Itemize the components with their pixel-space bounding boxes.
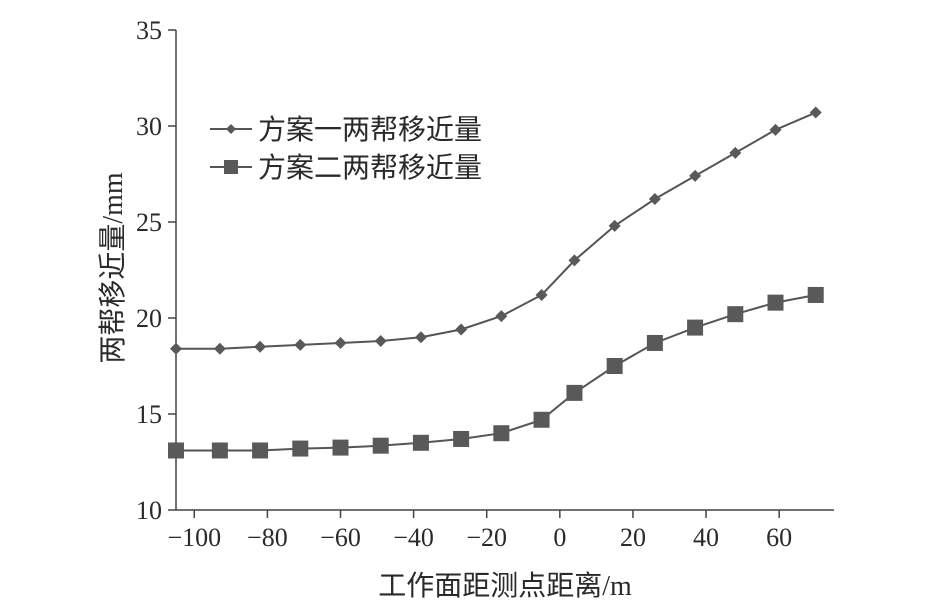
series-1-point — [729, 146, 742, 159]
series-2-point — [566, 384, 583, 401]
legend-label-series-1: 方案一两帮移近量 — [258, 114, 482, 146]
series-1-point — [809, 106, 822, 119]
series-2-point — [807, 286, 824, 303]
series-1-point — [294, 338, 307, 351]
x-tick-label: −20 — [466, 523, 507, 552]
series-2-point — [606, 358, 623, 374]
series-1-point — [414, 331, 427, 344]
series-2-point — [687, 319, 704, 336]
legend: 方案一两帮移近量 方案二两帮移近量 — [210, 114, 482, 184]
y-axis-title: 两帮移近量/mm — [97, 172, 129, 364]
series-1-point — [535, 288, 548, 301]
x-axis-title: 工作面距测点距离/m — [378, 570, 632, 602]
x-tick-label: 0 — [553, 523, 566, 552]
series-2-point — [533, 411, 550, 428]
legend-label-series-2: 方案二两帮移近量 — [258, 152, 482, 184]
series-2-point — [767, 294, 784, 311]
series-2-point — [168, 442, 184, 459]
series-2-point — [727, 306, 744, 323]
x-tick-label: 20 — [620, 523, 646, 552]
series-2-point — [372, 437, 389, 454]
series-2-point — [493, 425, 510, 442]
y-tick-label: 30 — [136, 112, 162, 141]
series-1-point — [213, 342, 226, 355]
series-1-point — [254, 340, 267, 353]
series-layer — [168, 106, 824, 459]
series-2-point — [332, 439, 349, 456]
x-tick-label: −40 — [393, 523, 434, 552]
legend-marker-square — [224, 160, 238, 174]
series-1-point — [689, 169, 702, 182]
series-1-point — [374, 335, 387, 348]
series-1-point — [648, 192, 661, 205]
series-2-point — [453, 430, 470, 447]
ticks: 10 15 20 25 30 35 −100 −80 −60 −40 −20 0 20 40 60 — [136, 16, 792, 552]
series-1-point — [769, 123, 782, 136]
x-tick-label: −100 — [167, 523, 221, 552]
legend-marker-diamond — [226, 124, 236, 134]
series-1-point — [170, 342, 182, 355]
series-1-point — [334, 336, 347, 349]
y-tick-label: 35 — [136, 16, 162, 45]
x-tick-label: 40 — [693, 523, 719, 552]
y-tick-label: 15 — [136, 400, 162, 429]
x-tick-label: −60 — [320, 523, 361, 552]
y-tick-label: 10 — [136, 496, 162, 525]
y-tick-label: 20 — [136, 304, 162, 333]
series-2-point — [211, 442, 228, 459]
series-2-point — [252, 442, 269, 459]
series-1-point — [568, 254, 581, 267]
series-2-point — [292, 440, 309, 457]
series-2-point — [646, 334, 663, 351]
series-1-point — [495, 310, 508, 323]
x-tick-label: 60 — [766, 523, 792, 552]
x-tick-label: −80 — [247, 523, 288, 552]
y-tick-label: 25 — [136, 208, 162, 237]
series-2-point — [412, 434, 429, 451]
axes — [175, 30, 834, 511]
series-1-point — [455, 323, 468, 336]
series-1-point — [608, 219, 621, 232]
